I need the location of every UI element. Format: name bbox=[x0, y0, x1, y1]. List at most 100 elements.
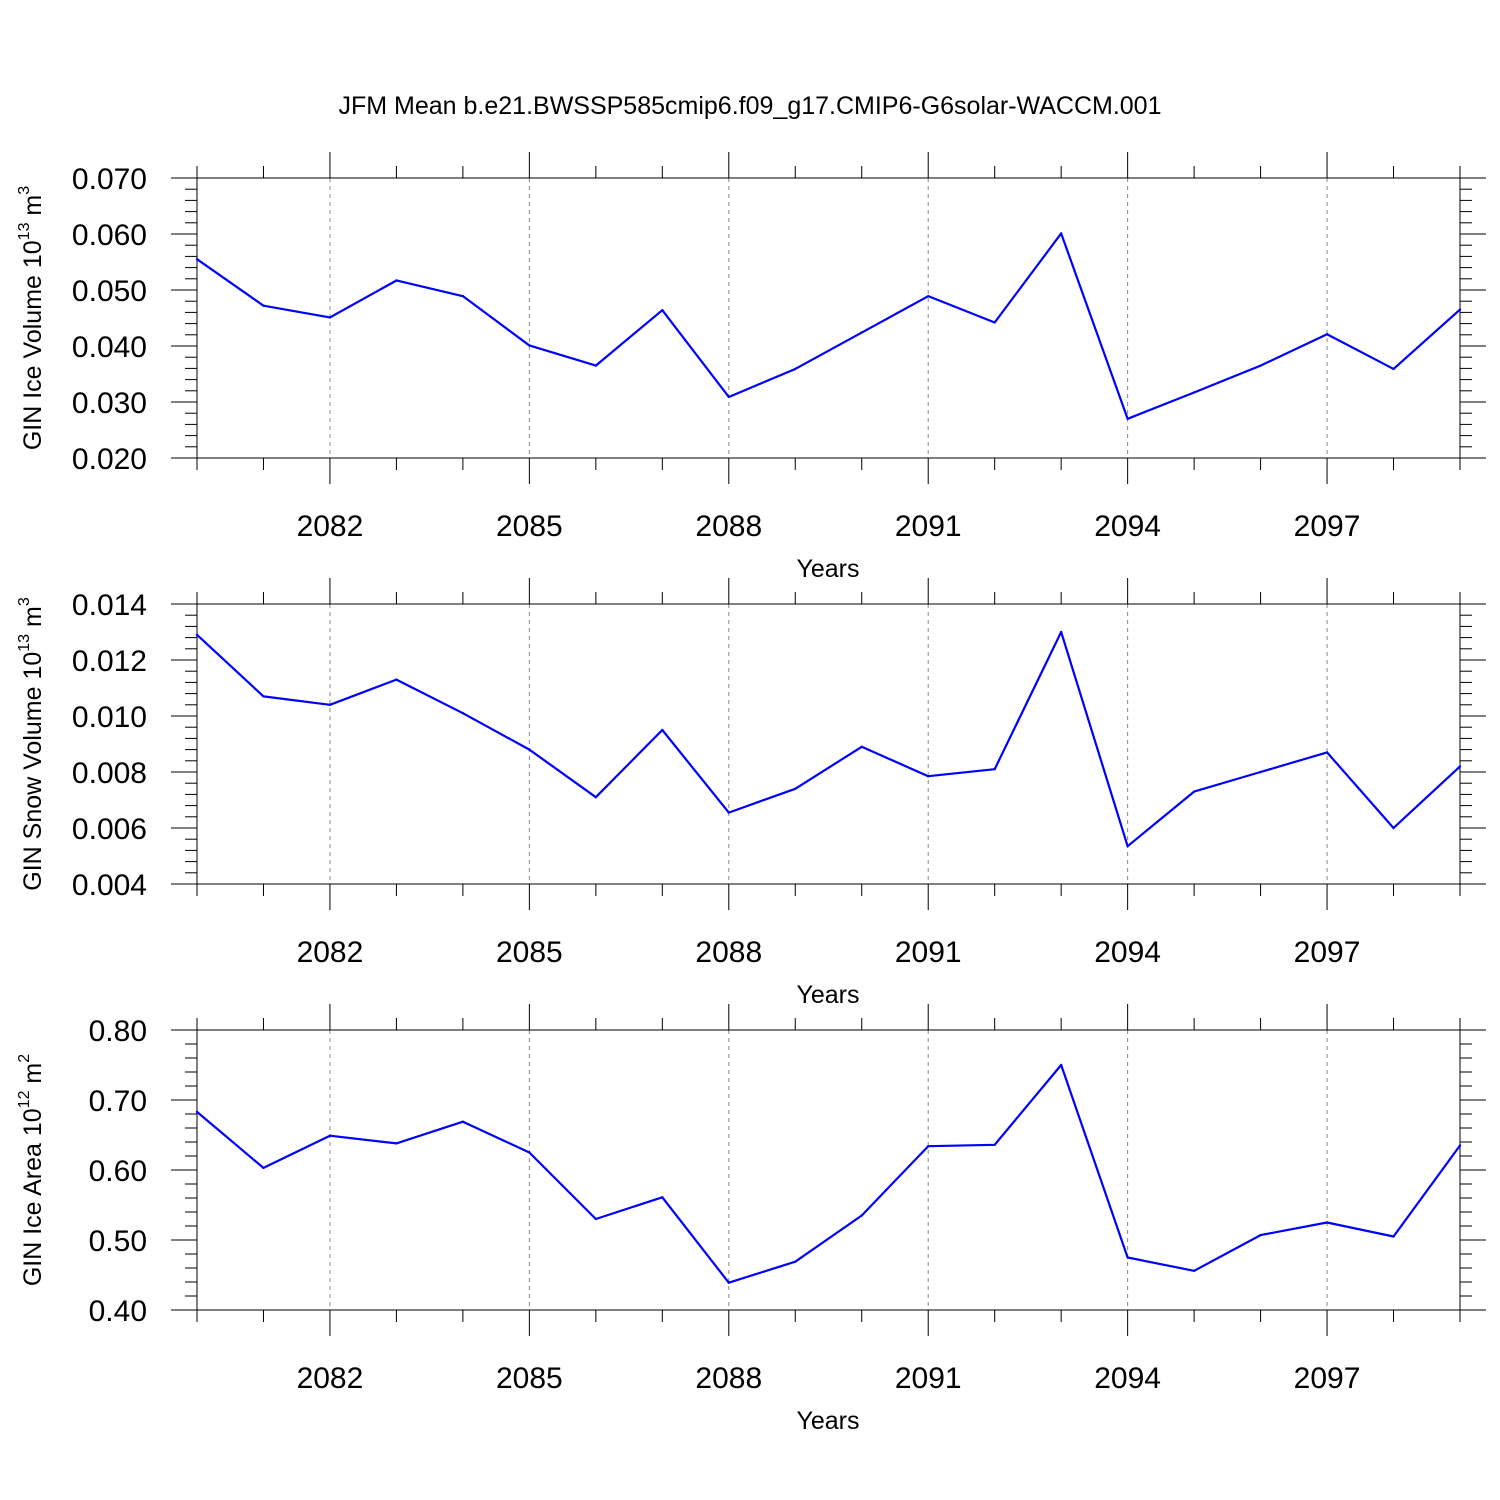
data-point bbox=[395, 1142, 398, 1145]
data-point bbox=[594, 364, 598, 367]
data-point bbox=[594, 1217, 598, 1221]
y-tick-label: 0.012 bbox=[72, 645, 147, 678]
y-axis-label-unit-exponent: 2 bbox=[16, 1054, 33, 1063]
data-point bbox=[993, 768, 996, 771]
data-point bbox=[1325, 751, 1329, 754]
series-line bbox=[196, 630, 1461, 848]
x-tick-label: 2082 bbox=[297, 936, 364, 969]
data-point bbox=[1192, 391, 1196, 394]
data-point bbox=[727, 1281, 730, 1284]
x-tick-label: 2088 bbox=[695, 510, 762, 543]
data-point bbox=[860, 1214, 863, 1217]
y-tick-label: 0.60 bbox=[89, 1155, 147, 1188]
y-tick-label: 0.040 bbox=[72, 331, 147, 364]
y-axis-label-exponent: 13 bbox=[16, 222, 33, 240]
y-tick-label: 0.050 bbox=[72, 275, 147, 308]
y-tick-label: 0.70 bbox=[89, 1085, 147, 1118]
plot-frame bbox=[196, 1029, 1461, 1311]
data-point bbox=[328, 316, 332, 319]
x-tick-label: 2082 bbox=[297, 510, 364, 543]
data-point bbox=[461, 712, 465, 715]
data-point bbox=[1059, 1063, 1063, 1067]
data-point bbox=[1259, 1233, 1262, 1237]
data-point bbox=[1059, 630, 1063, 634]
x-tick-label: 2085 bbox=[496, 1362, 563, 1395]
panel-ice-area: 0.40 0.50 0.60 0.70 0.80 2082 2085 2088 2091 2094… bbox=[16, 1004, 1486, 1435]
data-point bbox=[461, 294, 465, 298]
data-point bbox=[528, 748, 531, 751]
x-tick-label: 2088 bbox=[695, 1362, 762, 1395]
data-point bbox=[262, 695, 265, 698]
data-point bbox=[1059, 232, 1063, 235]
data-point bbox=[1458, 308, 1462, 311]
data-point bbox=[1192, 1269, 1196, 1273]
data-point bbox=[1192, 790, 1196, 793]
data-point bbox=[727, 811, 730, 814]
data-point bbox=[1458, 765, 1462, 768]
data-point bbox=[1259, 364, 1262, 367]
data-point bbox=[860, 745, 863, 748]
series-line bbox=[196, 1063, 1461, 1284]
x-axis-label: Years bbox=[796, 555, 859, 583]
y-tick-label: 0.80 bbox=[89, 1015, 147, 1048]
data-point bbox=[262, 304, 265, 307]
y-tick-label: 0.010 bbox=[72, 701, 147, 734]
data-point bbox=[1392, 826, 1395, 830]
y-axis-label-exponent: 12 bbox=[16, 1090, 33, 1108]
y-axis-label-unit-exponent: 3 bbox=[16, 186, 33, 195]
data-point bbox=[528, 344, 531, 347]
x-tick-label: 2097 bbox=[1294, 936, 1361, 969]
data-point bbox=[860, 331, 863, 334]
x-axis-label: Years bbox=[796, 981, 859, 1009]
x-tick-label: 2091 bbox=[895, 510, 962, 543]
data-point bbox=[794, 367, 797, 371]
data-point bbox=[1392, 367, 1395, 371]
data-point bbox=[262, 1166, 265, 1170]
y-axis-label: GIN Ice Volume 1013 m3 bbox=[16, 186, 47, 450]
data-point bbox=[661, 728, 664, 732]
data-point bbox=[794, 1260, 797, 1263]
data-point bbox=[328, 703, 332, 706]
data-point bbox=[195, 258, 199, 261]
data-point bbox=[727, 395, 730, 399]
y-axis-label-prefix: GIN Ice Volume 10 bbox=[19, 240, 47, 450]
data-point bbox=[927, 775, 930, 778]
y-tick-label: 0.014 bbox=[72, 589, 147, 622]
data-point bbox=[927, 294, 930, 298]
y-axis-label-exponent: 13 bbox=[16, 634, 33, 652]
data-point bbox=[1392, 1235, 1395, 1238]
panel-ice-volume: 0.020 0.030 0.040 0.050 0.060 0.070 2082 2085 20… bbox=[16, 152, 1486, 583]
x-tick-label: 2091 bbox=[895, 936, 962, 969]
y-axis-label-unit: m bbox=[19, 1063, 47, 1091]
y-tick-label: 0.008 bbox=[72, 757, 147, 790]
y-tick-label: 0.060 bbox=[72, 219, 147, 252]
data-point bbox=[1458, 1144, 1462, 1147]
data-point bbox=[661, 1196, 664, 1199]
data-point bbox=[927, 1145, 930, 1148]
figure-title: JFM Mean b.e21.BWSSP585cmip6.f09_g17.CMI… bbox=[338, 92, 1161, 120]
y-tick-label: 0.070 bbox=[72, 163, 147, 196]
y-axis-label-unit: m bbox=[19, 606, 47, 634]
data-point bbox=[1325, 333, 1329, 336]
data-point bbox=[1126, 417, 1129, 420]
data-point bbox=[195, 633, 199, 636]
x-tick-label: 2091 bbox=[895, 1362, 962, 1395]
data-point bbox=[1126, 1256, 1129, 1259]
data-point bbox=[993, 321, 996, 324]
x-tick-label: 2085 bbox=[496, 510, 563, 543]
y-tick-label: 0.030 bbox=[72, 387, 147, 420]
data-point bbox=[195, 1110, 199, 1114]
y-axis-label-prefix: GIN Snow Volume 10 bbox=[19, 652, 47, 891]
y-axis-label-unit-exponent: 3 bbox=[16, 597, 33, 606]
y-tick-label: 0.020 bbox=[72, 443, 147, 476]
x-tick-label: 2094 bbox=[1094, 1362, 1161, 1395]
data-point bbox=[794, 787, 797, 790]
y-tick-label: 0.006 bbox=[72, 813, 147, 846]
y-tick-label: 0.004 bbox=[72, 869, 147, 902]
x-tick-label: 2097 bbox=[1294, 1362, 1361, 1395]
data-point bbox=[395, 279, 398, 282]
y-axis-label-prefix: GIN Ice Area 10 bbox=[19, 1108, 47, 1286]
data-point bbox=[594, 796, 598, 799]
data-point bbox=[461, 1120, 465, 1123]
data-point bbox=[1325, 1221, 1329, 1224]
